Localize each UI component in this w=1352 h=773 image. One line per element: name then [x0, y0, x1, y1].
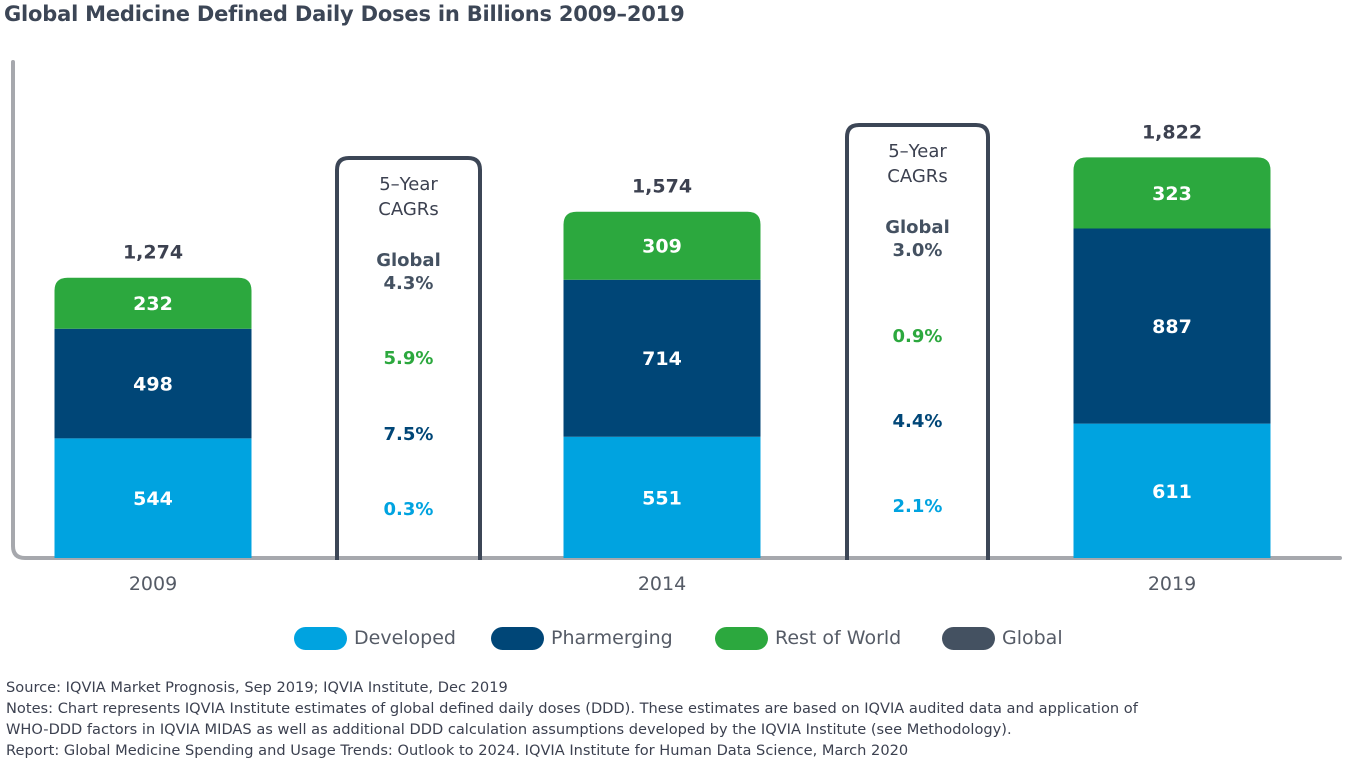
legend-label-pharmerging: Pharmerging [551, 627, 673, 649]
cagr-global-value-1: 4.3% [384, 273, 434, 294]
bar-pharmerging-2014 [563, 279, 761, 437]
bar-pharmerging-2009 [54, 328, 252, 439]
chart-canvas: 544 498 232 1,274 2009 551 714 309 1,574 2014 611 8… [11, 60, 1342, 595]
x-tick-label-2019: 2019 [1148, 573, 1196, 595]
data-label-rest-of-world-2009: 232 [133, 293, 173, 315]
x-tick-label-2009: 2009 [129, 573, 177, 595]
legend-swatch-rest-of-world [715, 626, 768, 650]
data-label-developed-2019: 611 [1152, 481, 1192, 503]
data-label-developed-2014: 551 [642, 487, 682, 509]
legend-label-rest-of-world: Rest of World [775, 627, 902, 649]
cagr-box-1 [335, 156, 482, 560]
legend-label-global: Global [1002, 627, 1063, 649]
cagr-global-label-2: Global [885, 217, 950, 238]
x-tick-label-2014: 2014 [638, 573, 686, 595]
data-label-rest-of-world-2019: 323 [1152, 183, 1192, 205]
cagr-heading-line1-2: 5–Year [888, 141, 947, 162]
cagr-pharmerging-value-1: 7.5% [384, 424, 434, 445]
bar-developed-2019 [1073, 423, 1271, 558]
cagr-developed-value-1: 0.3% [384, 499, 434, 520]
footnotes: Source: IQVIA Market Prognosis, Sep 2019… [6, 677, 1138, 761]
legend-item-developed: Developed [294, 622, 456, 654]
cagr-heading-line2-1: CAGRs [378, 199, 438, 220]
legend-swatch-global [942, 626, 995, 650]
source-note: Source: IQVIA Market Prognosis, Sep 2019… [6, 679, 508, 696]
cagr-global-value-2: 3.0% [893, 240, 943, 261]
cagr-rest-of-world-value-2: 0.9% [893, 326, 943, 347]
data-label-rest-of-world-2014: 309 [642, 236, 682, 258]
legend-swatch-developed [294, 626, 347, 650]
report-note: Report: Global Medicine Spending and Usa… [6, 742, 909, 759]
cagr-heading-line2-2: CAGRs [887, 166, 947, 187]
data-label-pharmerging-2014: 714 [642, 348, 682, 370]
bar-rest-of-world-2019 [1073, 157, 1271, 229]
legend-label-developed: Developed [354, 627, 456, 649]
bar-rest-of-world-2014 [563, 211, 761, 280]
cagr-box-2 [845, 123, 990, 560]
cagr-developed-value-2: 2.1% [893, 496, 943, 517]
legend: Developed Pharmerging Rest of World Glob… [0, 622, 1352, 654]
total-label-2014: 1,574 [632, 176, 692, 198]
data-label-pharmerging-2019: 887 [1152, 316, 1192, 338]
bar-developed-2014 [563, 436, 761, 558]
data-label-developed-2009: 544 [133, 488, 173, 510]
legend-item-pharmerging: Pharmerging [491, 622, 673, 654]
bar-developed-2009 [54, 438, 252, 558]
data-label-pharmerging-2009: 498 [133, 374, 173, 396]
notes-line-1: Notes: Chart represents IQVIA Institute … [6, 700, 1138, 717]
chart-title: Global Medicine Defined Daily Doses in B… [4, 2, 685, 26]
legend-item-rest-of-world: Rest of World [715, 622, 901, 654]
cagr-global-label-1: Global [376, 250, 441, 271]
notes-line-2: WHO-DDD factors in IQVIA MIDAS as well a… [6, 721, 1012, 738]
chart-axis [11, 60, 1342, 560]
cagr-heading-line1-1: 5–Year [379, 174, 438, 195]
cagr-rest-of-world-value-1: 5.9% [384, 348, 434, 369]
legend-swatch-pharmerging [491, 626, 544, 650]
total-label-2019: 1,822 [1142, 121, 1202, 143]
legend-item-global: Global [942, 622, 1063, 654]
cagr-pharmerging-value-2: 4.4% [893, 411, 943, 432]
bar-pharmerging-2019 [1073, 228, 1271, 424]
bar-rest-of-world-2009 [54, 277, 252, 329]
total-label-2009: 1,274 [123, 242, 183, 264]
